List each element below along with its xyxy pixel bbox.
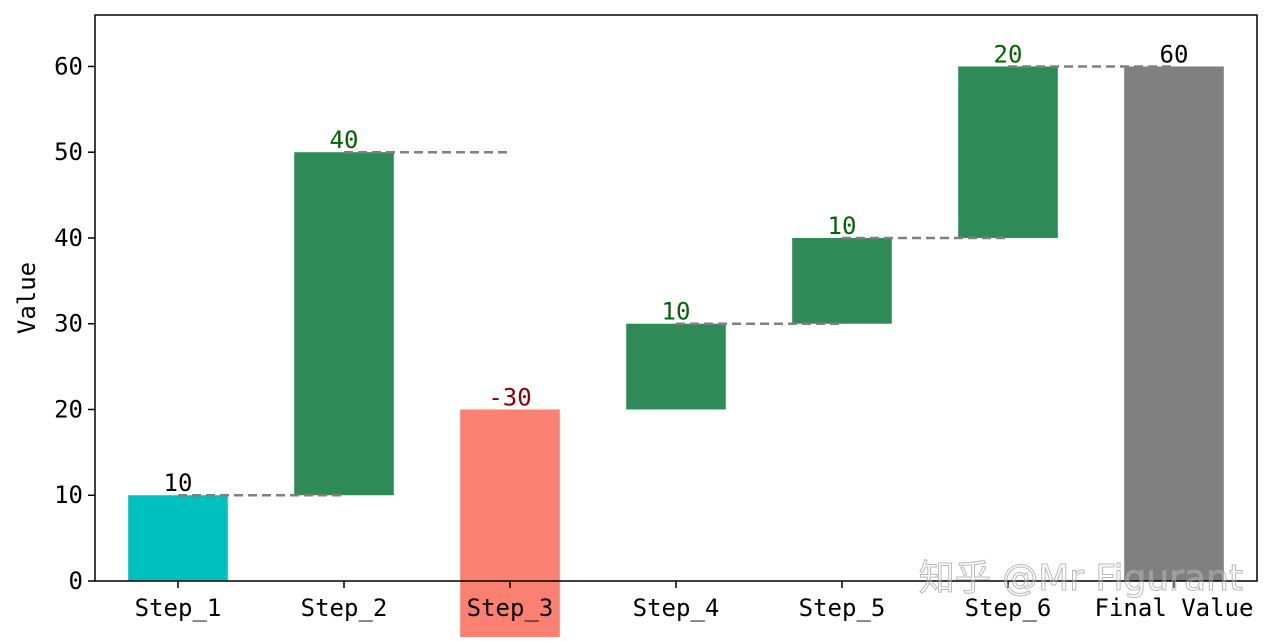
value-label: 10 <box>828 212 857 240</box>
value-label: 40 <box>330 126 359 154</box>
y-tick-label: 0 <box>69 567 83 595</box>
y-tick-label: 40 <box>54 224 83 252</box>
x-axis: Step_1 Step_2 Step_3 Step_4 Step_5 Step_6 Fina… <box>135 581 1254 622</box>
bar-step-4 <box>626 323 726 410</box>
bar-step-2 <box>294 152 394 496</box>
value-label: 60 <box>1160 40 1189 68</box>
bar-final-value <box>1124 66 1224 582</box>
watermark-text: 知乎 @Mr Figurant <box>919 558 1243 599</box>
x-tick-label: Step_1 <box>135 594 222 622</box>
y-tick-label: 30 <box>54 310 83 338</box>
x-tick-label: Step_2 <box>301 594 388 622</box>
value-label: 10 <box>164 469 193 497</box>
x-tick-label: Step_4 <box>633 594 720 622</box>
value-label: 20 <box>994 40 1023 68</box>
y-axis: 0 10 20 30 40 50 60 <box>54 52 95 595</box>
x-tick-label: Step_3 <box>467 594 554 622</box>
y-tick-label: 20 <box>54 395 83 423</box>
value-label: 10 <box>662 298 691 326</box>
x-tick-label: Step_5 <box>799 594 886 622</box>
bars-layer <box>128 66 1224 641</box>
bar-step-3 <box>460 409 560 641</box>
value-labels-layer: 10 40 -30 10 10 20 60 <box>164 40 1189 497</box>
y-tick-label: 10 <box>54 481 83 509</box>
x-tick-label: Step_6 <box>965 594 1052 622</box>
y-axis-label: Value <box>13 262 41 334</box>
y-tick-label: 60 <box>54 52 83 80</box>
bar-step-6 <box>958 66 1058 238</box>
y-tick-label: 50 <box>54 138 83 166</box>
x-tick-label: Final Value <box>1095 594 1254 622</box>
bar-step-5 <box>792 237 892 324</box>
value-label: -30 <box>488 383 531 411</box>
bar-step-1 <box>128 495 228 581</box>
